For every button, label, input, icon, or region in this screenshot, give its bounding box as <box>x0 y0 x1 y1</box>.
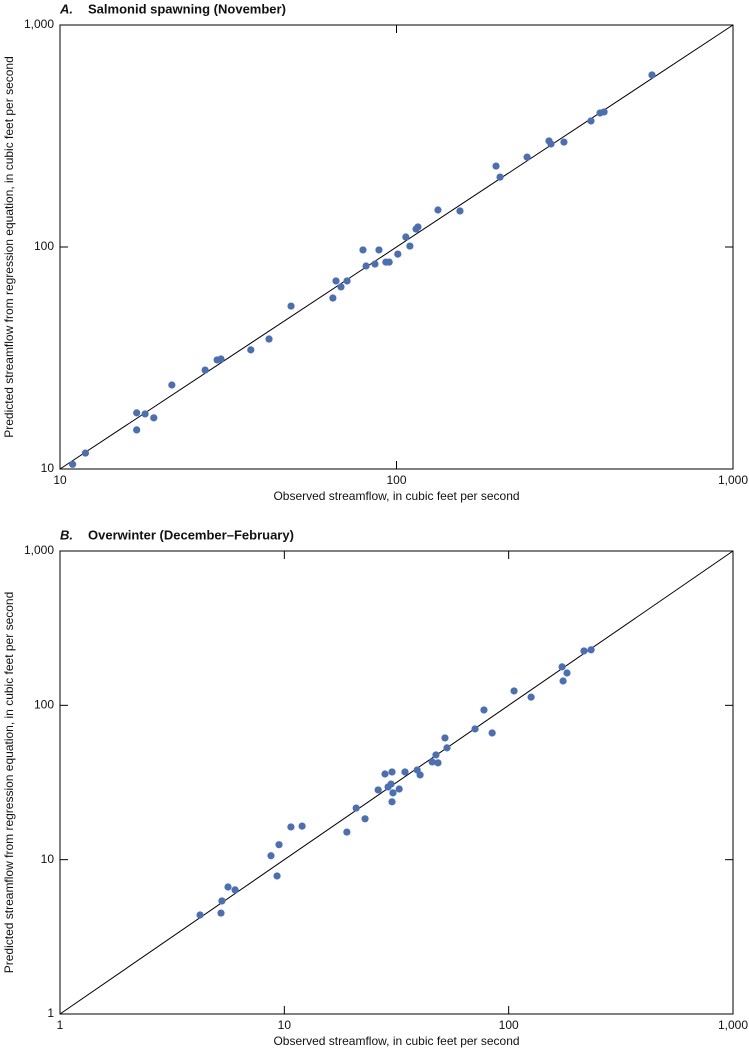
x-tick-label: 1,000 <box>718 473 748 487</box>
point <box>375 246 383 254</box>
point <box>247 346 255 354</box>
point <box>480 706 488 714</box>
y-tick-label: 100 <box>34 698 54 712</box>
point <box>560 138 568 146</box>
point <box>600 108 608 116</box>
point <box>133 409 141 417</box>
point <box>298 822 306 830</box>
point <box>217 355 225 363</box>
panel-label: B. <box>60 527 73 542</box>
point <box>343 277 351 285</box>
point <box>428 758 436 766</box>
point <box>196 911 204 919</box>
point <box>492 162 500 170</box>
point <box>441 734 449 742</box>
x-axis-label: Observed streamflow, in cubic feet per s… <box>273 489 519 503</box>
point <box>337 283 345 291</box>
point <box>527 693 535 701</box>
point <box>361 815 369 823</box>
chart-title: Overwinter (December–February) <box>88 527 294 542</box>
point <box>456 207 464 215</box>
point <box>381 770 389 778</box>
point <box>563 669 571 677</box>
point <box>580 647 588 655</box>
x-tick-label: 1,000 <box>718 1018 748 1032</box>
point <box>141 410 149 418</box>
point <box>150 414 158 422</box>
point <box>388 798 396 806</box>
point <box>471 725 479 733</box>
point <box>387 780 395 788</box>
point <box>168 381 176 389</box>
point <box>287 823 295 831</box>
point <box>648 71 656 79</box>
point <box>414 223 422 231</box>
point <box>434 206 442 214</box>
point <box>362 262 370 270</box>
y-tick-label: 10 <box>41 461 55 475</box>
x-axis-label: Observed streamflow, in cubic feet per s… <box>273 1034 519 1048</box>
point <box>558 663 566 671</box>
point <box>273 872 281 880</box>
point <box>68 460 77 468</box>
x-tick-label: 100 <box>386 473 406 487</box>
point <box>510 687 518 695</box>
point <box>388 768 396 776</box>
y-axis-label: Predicted streamflow from regression equ… <box>2 592 16 974</box>
point <box>201 366 209 374</box>
x-tick-label: 10 <box>278 1018 292 1032</box>
point <box>265 335 273 343</box>
point <box>267 852 275 860</box>
x-tick-label: 1 <box>57 1018 64 1032</box>
point <box>231 886 239 894</box>
one-to-one-line <box>59 24 734 470</box>
point <box>81 449 90 457</box>
point <box>217 909 225 917</box>
point <box>432 751 440 759</box>
point <box>352 804 360 812</box>
point <box>395 785 403 793</box>
point <box>402 233 410 241</box>
point <box>523 153 531 161</box>
point <box>401 768 409 776</box>
one-to-one-line <box>59 550 734 1015</box>
point <box>374 786 382 794</box>
point <box>287 302 295 310</box>
panel-label: A. <box>59 1 73 16</box>
point <box>133 426 141 434</box>
point <box>434 759 442 767</box>
point <box>587 646 595 654</box>
point <box>389 789 397 797</box>
point <box>332 277 340 285</box>
point <box>406 242 414 250</box>
point <box>416 771 424 779</box>
y-axis-label: Predicted streamflow from regression equ… <box>2 56 16 438</box>
point <box>224 883 232 891</box>
point <box>329 294 337 302</box>
y-tick-label: 1,000 <box>24 17 54 31</box>
point <box>496 173 504 181</box>
point <box>371 260 379 268</box>
chart-title: Salmonid spawning (November) <box>88 1 286 16</box>
y-tick-label: 1,000 <box>24 543 54 557</box>
point <box>343 828 351 836</box>
point <box>218 897 226 905</box>
point <box>547 140 555 148</box>
point <box>394 250 402 258</box>
y-tick-label: 10 <box>41 852 55 866</box>
x-tick-label: 10 <box>53 473 67 487</box>
point <box>385 258 393 266</box>
point <box>488 729 496 737</box>
y-tick-label: 100 <box>34 239 54 253</box>
point <box>443 744 451 752</box>
y-tick-label: 1 <box>47 1006 54 1020</box>
plot-frame <box>59 550 734 1015</box>
point <box>587 117 595 125</box>
x-tick-label: 100 <box>499 1018 519 1032</box>
point <box>275 841 283 849</box>
point <box>559 677 567 685</box>
point <box>359 246 367 254</box>
